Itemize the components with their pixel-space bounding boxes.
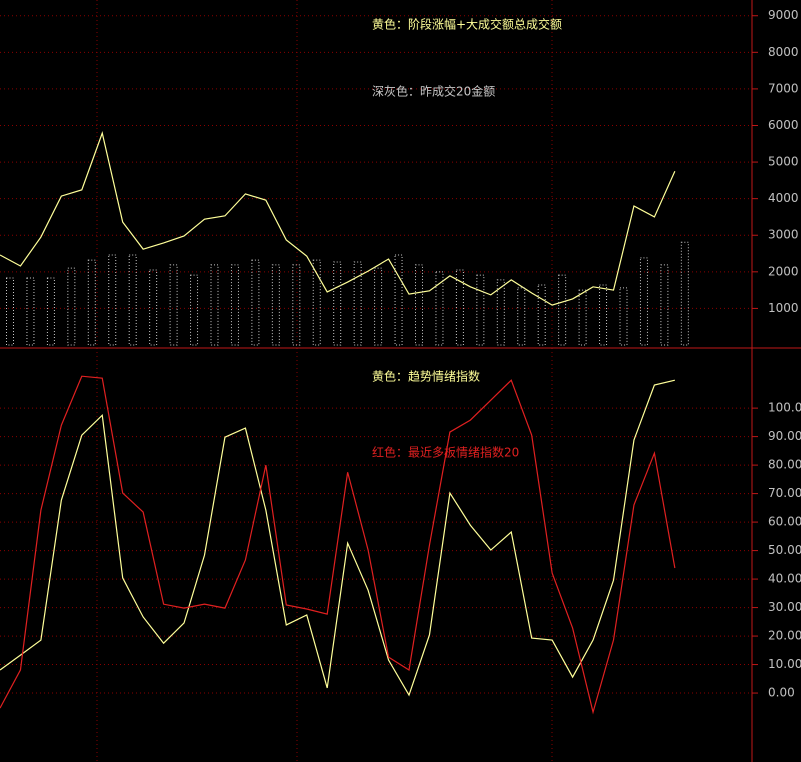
y-tick-label: 1000 (768, 301, 799, 315)
bar (6, 277, 14, 346)
bar (292, 264, 301, 346)
bar (251, 259, 260, 346)
y-tick-label: 50.00 (768, 543, 801, 557)
bar (435, 271, 444, 346)
bar (87, 259, 96, 346)
bar (374, 267, 383, 346)
bar (210, 264, 219, 346)
bar (128, 254, 137, 346)
bar (149, 269, 158, 346)
bar (558, 274, 567, 346)
y-tick-label: 10.00 (768, 657, 801, 671)
legend-entry: 红色：最近多板情绪指数20 (372, 445, 519, 460)
bar (333, 261, 342, 346)
y-tick-label: 0.00 (768, 686, 795, 700)
y-tick-label: 60.00 (768, 515, 801, 529)
legend-entry: 深灰色：昨成交20金额 (372, 84, 495, 99)
bar (476, 274, 485, 346)
bar (353, 261, 362, 346)
y-tick-label: 20.00 (768, 629, 801, 643)
y-tick-label: 100.0 (768, 401, 801, 415)
bar (169, 264, 178, 346)
bar (230, 264, 239, 346)
y-tick-label: 3000 (768, 228, 799, 242)
bar (578, 289, 587, 346)
bar (26, 277, 35, 346)
y-tick-label: 8000 (768, 45, 799, 59)
series-line (0, 379, 675, 697)
legend-entry: 黄色：阶段涨幅+大成交额总成交额 (372, 17, 562, 32)
bar (312, 259, 321, 346)
y-tick-label: 2000 (768, 264, 799, 278)
bar (680, 241, 689, 346)
y-tick-label: 70.00 (768, 486, 801, 500)
y-tick-label: 5000 (768, 155, 799, 169)
y-tick-label: 4000 (768, 191, 799, 205)
bar (394, 254, 403, 346)
bar (517, 287, 526, 346)
bar (271, 264, 280, 346)
bar (599, 284, 608, 346)
bar (46, 277, 55, 346)
bar (619, 287, 628, 346)
y-tick-label: 40.00 (768, 572, 801, 586)
bar (639, 257, 648, 346)
y-tick-label: 7000 (768, 81, 799, 95)
y-tick-label: 6000 (768, 118, 799, 132)
bar (190, 274, 199, 346)
y-tick-label: 30.00 (768, 600, 801, 614)
y-tick-label: 80.00 (768, 458, 801, 472)
bar (660, 264, 669, 346)
series-line (0, 131, 676, 306)
y-tick-label: 9000 (768, 8, 799, 22)
series-line (0, 375, 676, 715)
bar (415, 264, 423, 346)
y-tick-label: 90.00 (768, 429, 801, 443)
legend-entry: 黄色：趋势情绪指数 (372, 369, 480, 384)
bar (537, 284, 546, 346)
bar (496, 279, 505, 346)
bar (455, 269, 464, 346)
bar (67, 267, 76, 346)
bar (108, 254, 117, 346)
